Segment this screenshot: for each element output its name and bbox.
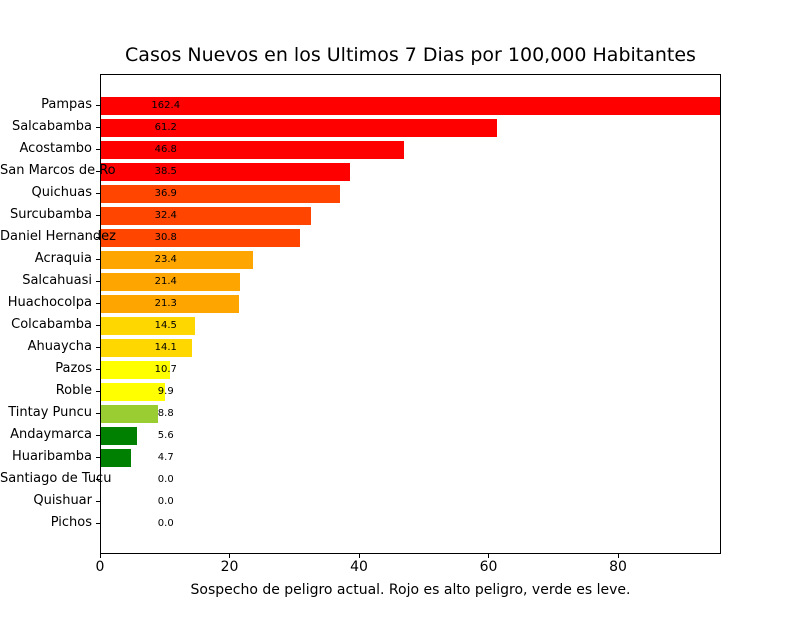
y-tick-mark xyxy=(96,104,100,106)
y-tick-label: Quichuas xyxy=(31,184,92,200)
y-tick-label: Roble xyxy=(55,382,92,398)
y-tick-mark xyxy=(96,214,100,216)
bar-value-label: 162.4 xyxy=(151,99,181,111)
y-tick-mark xyxy=(96,236,100,238)
bar-value-label: 32.4 xyxy=(154,209,177,221)
x-tick-label: 0 xyxy=(95,559,105,575)
bar-value-label: 23.4 xyxy=(154,253,177,265)
y-tick-mark xyxy=(96,280,100,282)
y-tick-mark xyxy=(96,434,100,436)
y-tick-mark xyxy=(96,412,100,414)
y-tick-mark xyxy=(96,170,100,172)
y-tick-label: Salcabamba xyxy=(11,118,92,134)
y-tick-label: Daniel Hernandez xyxy=(0,228,116,244)
y-tick-label: Tintay Puncu xyxy=(8,404,92,420)
bar-surcubamba xyxy=(101,206,311,225)
y-tick-label: Acostambo xyxy=(19,140,92,156)
x-tick-mark xyxy=(617,554,619,558)
x-tick-mark xyxy=(229,554,230,558)
y-tick-mark xyxy=(96,258,100,260)
y-tick-label: Pichos xyxy=(50,514,92,530)
bar-andaymarca xyxy=(101,426,138,445)
bar-value-label: 9.9 xyxy=(157,385,174,397)
bar-value-label: 21.3 xyxy=(154,297,177,309)
bar-ahuaycha xyxy=(101,338,193,357)
x-axis-label: Sospecho de peligro actual. Rojo es alto… xyxy=(190,582,631,598)
y-tick-mark xyxy=(96,456,100,458)
bar-value-label: 8.8 xyxy=(157,407,174,419)
bar-pampas xyxy=(101,96,720,115)
bar-daniel-hernandez xyxy=(101,228,301,247)
y-tick-label: Huaribamba xyxy=(11,448,92,464)
x-tick-label: 20 xyxy=(220,559,239,575)
plot-area: 162.4 61.2 46.8 38.5 36.9 32.4 30.8 23.4 21.4 21.… xyxy=(100,74,721,554)
bar-acostambo xyxy=(101,140,405,159)
bar-salcahuasi xyxy=(101,272,240,291)
bar-roble xyxy=(101,382,166,401)
x-tick-label: 80 xyxy=(609,559,627,575)
y-tick-label: Pampas xyxy=(41,96,92,112)
y-tick-mark xyxy=(96,522,100,524)
y-tick-mark xyxy=(96,192,100,194)
x-tick-mark xyxy=(488,554,490,558)
y-tick-label: San Marcos de Ro xyxy=(0,162,116,178)
y-tick-label: Colcabamba xyxy=(11,316,92,332)
bar-value-label: 30.8 xyxy=(154,231,177,243)
y-tick-label: Acraquia xyxy=(34,250,92,266)
bar-value-label: 10.7 xyxy=(154,363,177,375)
bar-value-label: 38.5 xyxy=(154,165,177,177)
x-tick-mark xyxy=(358,554,360,558)
bar-salcabamba xyxy=(101,118,498,137)
y-tick-mark xyxy=(96,368,100,370)
bar-value-label: 14.5 xyxy=(154,319,177,331)
y-tick-mark xyxy=(96,324,100,326)
y-tick-label: Surcubamba xyxy=(9,206,92,222)
bar-quichuas xyxy=(101,184,340,203)
y-tick-mark xyxy=(96,390,100,392)
bar-huaribamba xyxy=(101,448,132,467)
x-tick-label: 40 xyxy=(350,559,368,575)
y-tick-mark xyxy=(96,302,100,304)
bar-value-label: 21.4 xyxy=(154,275,177,287)
y-tick-label: Quishuar xyxy=(33,492,92,508)
bar-value-label: 36.9 xyxy=(154,187,177,199)
bar-value-label: 61.2 xyxy=(154,121,177,133)
y-tick-mark xyxy=(96,126,100,128)
y-tick-label: Huachocolpa xyxy=(7,294,92,310)
chart-title: Casos Nuevos en los Ultimos 7 Dias por 1… xyxy=(125,44,696,66)
y-tick-label: Ahuaycha xyxy=(27,338,92,354)
x-tick-label: 60 xyxy=(479,559,498,575)
x-tick-mark xyxy=(99,554,101,558)
y-tick-label: Salcahuasi xyxy=(22,272,92,288)
bar-pazos xyxy=(101,360,171,379)
bar-tintay-puncu xyxy=(101,404,158,423)
bar-acraquia xyxy=(101,250,253,269)
y-tick-mark xyxy=(96,500,100,502)
bar-huachocolpa xyxy=(101,294,239,313)
bar-san-marcos-de-ro xyxy=(101,162,351,181)
y-tick-mark xyxy=(96,478,100,480)
bar-value-label: 5.6 xyxy=(157,429,174,441)
y-tick-label: Andaymarca xyxy=(10,426,92,442)
bar-value-label: 4.7 xyxy=(157,451,174,463)
y-tick-mark xyxy=(96,148,100,150)
bar-value-label: 0.0 xyxy=(157,473,174,485)
y-tick-mark xyxy=(96,346,100,348)
bar-value-label: 46.8 xyxy=(154,143,177,155)
bar-value-label: 0.0 xyxy=(157,495,174,507)
y-tick-label: Pazos xyxy=(55,360,92,376)
bar-value-label: 0.0 xyxy=(157,517,174,529)
y-tick-label: Santiago de Tucu xyxy=(0,470,112,486)
bar-colcabamba xyxy=(101,316,195,335)
bar-value-label: 14.1 xyxy=(154,341,177,353)
